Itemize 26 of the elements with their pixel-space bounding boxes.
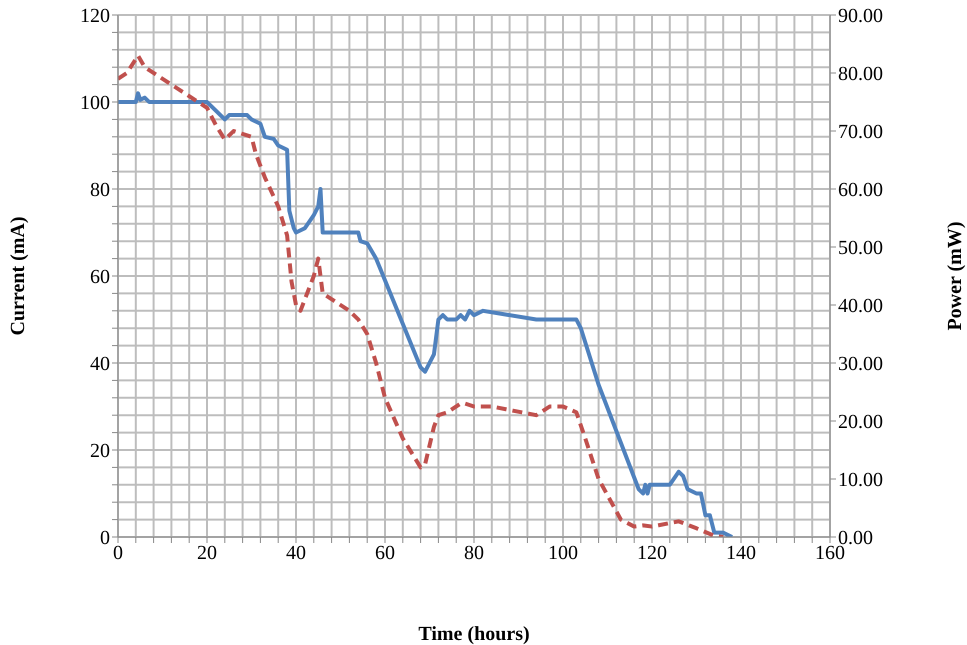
x-tick-label: 100	[548, 542, 578, 564]
x-axis-title: Time (hours)	[418, 623, 530, 645]
y2-tick-label: 60.00	[838, 179, 883, 202]
y-axis-title: Current (mA)	[7, 216, 30, 336]
y-tick-label: 40	[90, 353, 110, 376]
x-tick-label: 20	[197, 542, 217, 564]
y-tick-label: 60	[90, 266, 110, 288]
x-tick-label: 60	[375, 542, 395, 564]
y-tick-label: 80	[90, 179, 110, 202]
x-tick-label: 40	[286, 542, 306, 564]
y-tick-label: 20	[90, 440, 110, 462]
y2-tick-label: 40.00	[838, 295, 883, 318]
y-tick-label: 0	[100, 527, 110, 550]
y2-axis-title: Power (mW)	[944, 221, 966, 331]
y2-tick-label: 70.00	[838, 121, 883, 144]
y2-tick-label: 20.00	[838, 411, 883, 434]
x-tick-label: 120	[637, 542, 667, 564]
y2-tick-label: 90.00	[838, 5, 883, 28]
y2-tick-label: 10.00	[838, 469, 883, 492]
y-tick-label: 100	[80, 92, 110, 114]
y-tick-label: 120	[80, 5, 110, 28]
y2-tick-label: 80.00	[838, 63, 883, 86]
x-tick-label: 80	[464, 542, 484, 564]
y2-tick-label: 50.00	[838, 237, 883, 260]
x-tick-label: 140	[726, 542, 756, 564]
y2-tick-label: 30.00	[838, 353, 883, 376]
